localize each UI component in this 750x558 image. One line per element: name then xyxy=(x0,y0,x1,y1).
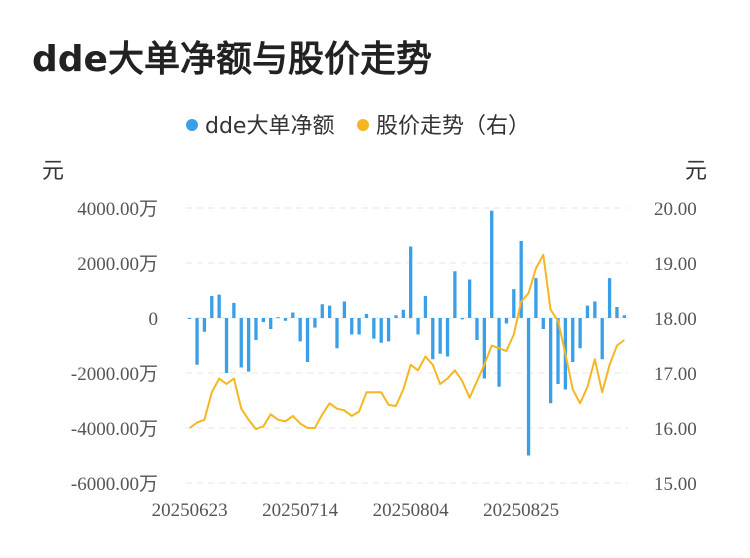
bar xyxy=(232,302,236,318)
bar xyxy=(541,318,545,329)
bar xyxy=(409,246,413,318)
bar xyxy=(246,318,251,372)
bar xyxy=(460,318,464,320)
bar xyxy=(372,318,376,339)
bar xyxy=(357,318,361,335)
bar xyxy=(438,318,442,354)
bar xyxy=(276,317,280,319)
bar xyxy=(335,318,339,349)
bar xyxy=(445,318,450,357)
x-tick-label: 20250623 xyxy=(152,500,228,521)
bar xyxy=(534,278,538,318)
left-axis-unit: 元 xyxy=(42,159,64,184)
bar xyxy=(431,318,435,360)
x-tick-label: 20250804 xyxy=(373,500,450,521)
bar xyxy=(283,318,288,321)
bar xyxy=(210,296,214,318)
x-tick-label: 20250825 xyxy=(483,500,559,521)
right-tick-label: 17.00 xyxy=(654,364,697,385)
bar xyxy=(519,241,523,318)
bar xyxy=(364,313,369,318)
bar xyxy=(490,210,494,318)
right-axis-ticks: 20.00 19.00 18.00 17.00 16.00 15.00 xyxy=(654,199,697,495)
bar xyxy=(224,318,229,373)
bar xyxy=(269,318,273,329)
bar xyxy=(453,271,457,318)
bar xyxy=(298,318,302,342)
bar xyxy=(254,318,258,340)
bar xyxy=(475,318,479,340)
left-tick-label: 0 xyxy=(149,309,159,330)
right-axis-unit: 元 xyxy=(685,159,707,184)
right-tick-label: 15.00 xyxy=(654,474,697,495)
bar xyxy=(622,315,626,318)
left-tick-label: 2000.00万 xyxy=(77,254,158,275)
bar xyxy=(585,305,590,318)
bar xyxy=(202,318,207,332)
left-tick-label: -6000.00万 xyxy=(71,474,158,495)
bar xyxy=(593,301,597,318)
bar xyxy=(556,318,560,384)
right-tick-label: 19.00 xyxy=(654,254,697,275)
left-axis-ticks: 4000.00万 2000.00万 0 -2000.00万 -4000.00万 -6000… xyxy=(71,199,158,495)
bar xyxy=(342,301,347,318)
bar xyxy=(607,278,612,318)
legend-label-bar: dde大单净额 xyxy=(205,114,334,139)
bar xyxy=(313,318,317,328)
bar xyxy=(526,318,531,456)
bar xyxy=(600,318,604,360)
bar xyxy=(615,307,619,318)
right-tick-label: 18.00 xyxy=(654,309,697,330)
bar xyxy=(548,318,553,404)
bar xyxy=(195,318,199,365)
x-tick-label: 20250714 xyxy=(262,500,339,521)
bar xyxy=(401,309,405,318)
bar xyxy=(291,312,295,318)
bar xyxy=(504,318,509,324)
bar xyxy=(512,289,516,318)
bar xyxy=(386,318,391,342)
bar xyxy=(239,318,243,368)
right-tick-label: 20.00 xyxy=(654,199,697,220)
right-tick-label: 16.00 xyxy=(654,419,697,440)
price-line xyxy=(189,253,625,431)
left-tick-label: -2000.00万 xyxy=(71,364,158,385)
legend-dot-bar xyxy=(186,119,198,131)
legend: dde大单净额 股价走势（右） xyxy=(186,114,530,139)
line-series xyxy=(189,253,625,431)
legend-label-line: 股价走势（右） xyxy=(376,114,530,139)
bar xyxy=(261,318,266,323)
bar xyxy=(379,318,383,343)
bar xyxy=(423,296,428,318)
chart-title: dde大单净额与股价走势 xyxy=(32,39,432,80)
bar-series xyxy=(188,210,626,456)
bar xyxy=(188,318,192,319)
bar xyxy=(320,304,324,318)
bar xyxy=(350,318,354,335)
bar xyxy=(497,318,501,387)
bar xyxy=(571,318,575,362)
bar xyxy=(467,279,472,318)
bar xyxy=(416,318,420,335)
bar xyxy=(482,318,487,379)
bar xyxy=(327,305,332,318)
bar xyxy=(305,318,310,362)
bar xyxy=(394,315,398,318)
bar xyxy=(578,318,582,349)
bar xyxy=(217,294,221,318)
left-tick-label: 4000.00万 xyxy=(77,199,158,220)
gridlines xyxy=(186,207,628,484)
legend-dot-line xyxy=(357,119,369,131)
x-axis-ticks: 20250623 20250714 20250804 20250825 xyxy=(152,500,560,521)
left-tick-label: -4000.00万 xyxy=(71,419,158,440)
